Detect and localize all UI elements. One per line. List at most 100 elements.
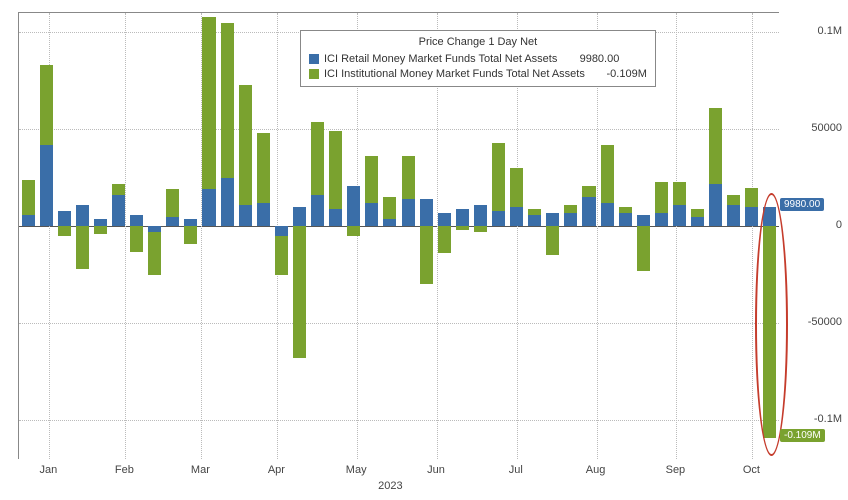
bar-institutional bbox=[239, 85, 252, 205]
chart-legend: Price Change 1 Day Net ICI Retail Money … bbox=[300, 30, 656, 87]
bar-institutional bbox=[528, 209, 541, 215]
bar-retail bbox=[420, 199, 433, 226]
bar-retail bbox=[492, 211, 505, 227]
legend-swatch-institutional bbox=[309, 69, 319, 79]
bar-institutional bbox=[438, 226, 451, 253]
bar-institutional bbox=[655, 182, 668, 213]
bar-institutional bbox=[456, 226, 469, 230]
bar-institutional bbox=[673, 182, 686, 205]
bar-retail bbox=[329, 209, 342, 226]
bar-institutional bbox=[474, 226, 487, 232]
bar-retail bbox=[221, 178, 234, 226]
bar-retail bbox=[184, 219, 197, 227]
bar-institutional bbox=[510, 168, 523, 207]
y-axis-label: -0.1M bbox=[814, 413, 842, 425]
bar-retail bbox=[546, 213, 559, 227]
value-tag: 9980.00 bbox=[780, 198, 824, 211]
bar-retail bbox=[58, 211, 71, 227]
legend-row-institutional: ICI Institutional Money Market Funds Tot… bbox=[309, 67, 647, 82]
bar-institutional bbox=[94, 226, 107, 234]
legend-row-retail: ICI Retail Money Market Funds Total Net … bbox=[309, 52, 647, 67]
bar-institutional bbox=[691, 209, 704, 217]
bar-retail bbox=[709, 184, 722, 227]
bar-institutional bbox=[221, 23, 234, 178]
x-axis-month-label: Mar bbox=[191, 464, 210, 476]
bar-institutional bbox=[637, 226, 650, 271]
bar-retail bbox=[166, 217, 179, 227]
bar-institutional bbox=[22, 180, 35, 215]
x-axis-year-label: 2023 bbox=[378, 480, 402, 492]
bar-institutional bbox=[763, 226, 776, 437]
bar-institutional bbox=[40, 65, 53, 145]
bar-institutional bbox=[383, 197, 396, 218]
vgridline bbox=[752, 13, 753, 459]
y-axis-label: 0 bbox=[836, 219, 842, 231]
bar-institutional bbox=[166, 189, 179, 216]
x-axis-month-label: Jul bbox=[509, 464, 523, 476]
bar-institutional bbox=[619, 207, 632, 213]
bar-institutional bbox=[148, 232, 161, 275]
bar-retail bbox=[347, 186, 360, 227]
bar-retail bbox=[456, 209, 469, 226]
vgridline bbox=[125, 13, 126, 459]
bar-retail bbox=[257, 203, 270, 226]
x-axis-month-label: Apr bbox=[268, 464, 285, 476]
bar-retail bbox=[637, 215, 650, 227]
bar-institutional bbox=[420, 226, 433, 284]
bar-retail bbox=[311, 195, 324, 226]
bar-retail bbox=[76, 205, 89, 226]
bar-retail bbox=[293, 207, 306, 226]
bar-retail bbox=[528, 215, 541, 227]
bar-institutional bbox=[76, 226, 89, 269]
bar-retail bbox=[438, 213, 451, 227]
legend-value-institutional: -0.109M bbox=[593, 67, 647, 82]
legend-title: Price Change 1 Day Net bbox=[309, 35, 647, 50]
bar-institutional bbox=[257, 133, 270, 203]
bar-institutional bbox=[275, 236, 288, 275]
bar-institutional bbox=[184, 226, 197, 243]
gridline bbox=[19, 323, 779, 324]
y-axis-label: -50000 bbox=[808, 316, 842, 328]
bar-retail bbox=[112, 195, 125, 226]
bar-retail bbox=[564, 213, 577, 227]
bar-institutional bbox=[402, 156, 415, 199]
x-axis-month-label: Aug bbox=[586, 464, 606, 476]
x-axis-month-label: Oct bbox=[743, 464, 760, 476]
bar-retail bbox=[763, 207, 776, 226]
bar-retail bbox=[474, 205, 487, 226]
bar-retail bbox=[402, 199, 415, 226]
bar-retail bbox=[727, 205, 740, 226]
bar-retail bbox=[655, 213, 668, 227]
legend-swatch-retail bbox=[309, 54, 319, 64]
bar-retail bbox=[691, 217, 704, 227]
bar-institutional bbox=[365, 156, 378, 203]
bar-retail bbox=[745, 207, 758, 226]
bar-retail bbox=[619, 213, 632, 227]
x-axis-month-label: Feb bbox=[115, 464, 134, 476]
bar-institutional bbox=[202, 17, 215, 190]
legend-label-retail: ICI Retail Money Market Funds Total Net … bbox=[324, 52, 557, 67]
bar-institutional bbox=[727, 195, 740, 205]
bar-retail bbox=[601, 203, 614, 226]
bar-retail bbox=[40, 145, 53, 226]
bar-retail bbox=[202, 189, 215, 226]
bar-institutional bbox=[546, 226, 559, 255]
bar-institutional bbox=[130, 226, 143, 251]
x-axis-month-label: May bbox=[346, 464, 367, 476]
bar-retail bbox=[582, 197, 595, 226]
legend-label-institutional: ICI Institutional Money Market Funds Tot… bbox=[324, 67, 585, 82]
bar-institutional bbox=[582, 186, 595, 198]
bar-retail bbox=[275, 226, 288, 236]
gridline bbox=[19, 129, 779, 130]
gridline bbox=[19, 420, 779, 421]
x-axis-month-label: Sep bbox=[666, 464, 686, 476]
value-tag: -0.109M bbox=[780, 429, 825, 442]
bar-retail bbox=[365, 203, 378, 226]
bar-institutional bbox=[112, 184, 125, 196]
money-market-chart: Price Change 1 Day Net ICI Retail Money … bbox=[0, 0, 848, 500]
legend-value-retail: 9980.00 bbox=[565, 52, 619, 67]
bar-institutional bbox=[709, 108, 722, 184]
bar-institutional bbox=[347, 226, 360, 236]
vgridline bbox=[676, 13, 677, 459]
bar-retail bbox=[239, 205, 252, 226]
